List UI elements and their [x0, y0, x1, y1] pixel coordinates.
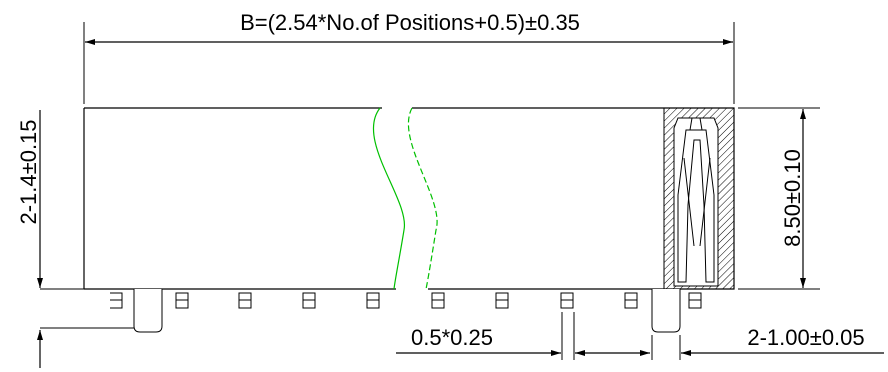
pin-length-dimension: 2-1.4±0.15	[16, 110, 138, 368]
pin-row	[110, 289, 702, 333]
pin-width-dimension: 0.5*0.25	[396, 312, 650, 360]
pin-width-label: 0.5*0.25	[411, 325, 493, 350]
overall-length-label: B=(2.54*No.of Positions+0.5)±0.35	[240, 10, 580, 35]
contact-cross-section	[663, 107, 735, 290]
spacing-label: 2-1.00±0.05	[747, 325, 864, 350]
overall-length-dimension: B=(2.54*No.of Positions+0.5)±0.35	[83, 10, 735, 104]
pin-length-label: 2-1.4±0.15	[16, 119, 41, 224]
spacing-dimension: 2-1.00±0.05	[651, 325, 884, 360]
body-height-dimension: 8.50±0.10	[738, 107, 820, 290]
body-height-label: 8.50±0.10	[780, 149, 805, 247]
break-lines	[373, 107, 438, 290]
